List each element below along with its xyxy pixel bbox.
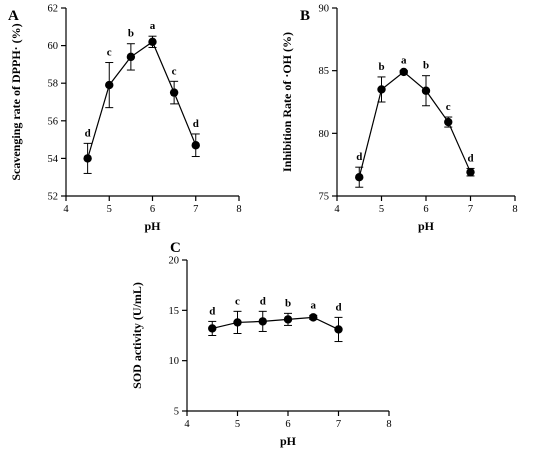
significance-label: d xyxy=(193,118,199,130)
data-point xyxy=(444,117,453,127)
panel-letter: C xyxy=(170,240,181,256)
data-point xyxy=(399,67,408,77)
data-point xyxy=(421,86,431,95)
significance-label: b xyxy=(423,60,429,72)
significance-label: b xyxy=(128,28,134,40)
series-line xyxy=(212,316,339,331)
panel-letter: A xyxy=(8,8,19,24)
x-tick-label: 8 xyxy=(386,419,391,430)
data-point xyxy=(258,317,267,326)
y-tick-label: 62 xyxy=(48,4,59,15)
y-tick-label: 80 xyxy=(319,129,330,140)
significance-label: c xyxy=(446,101,451,113)
x-axis-title: pH xyxy=(418,219,435,233)
x-tick-label: 5 xyxy=(379,204,384,215)
y-tick-label: 56 xyxy=(48,116,59,127)
x-tick-label: 4 xyxy=(184,419,190,430)
series-line xyxy=(87,40,197,159)
significance-label: d xyxy=(467,152,473,164)
significance-label: b xyxy=(378,61,384,73)
x-tick-label: 7 xyxy=(193,204,198,215)
significance-label: c xyxy=(172,65,177,77)
significance-label: d xyxy=(260,295,266,307)
x-tick-label: 5 xyxy=(235,419,240,430)
data-point xyxy=(148,37,157,47)
data-point xyxy=(105,80,114,90)
y-axis-title: Inhibition Rate of ·OH (%) xyxy=(280,32,294,172)
y-tick-label: 75 xyxy=(319,192,330,203)
data-point xyxy=(377,85,386,94)
y-tick-label: 15 xyxy=(169,306,180,317)
x-tick-label: 6 xyxy=(285,419,290,430)
significance-label: a xyxy=(311,299,317,311)
x-axis-title: pH xyxy=(280,434,297,448)
y-tick-label: 20 xyxy=(169,256,180,267)
significance-label: d xyxy=(85,127,91,139)
series-line xyxy=(358,71,472,178)
data-point xyxy=(309,313,318,322)
x-tick-label: 8 xyxy=(236,204,241,215)
significance-label: a xyxy=(401,55,407,67)
data-point xyxy=(83,154,92,163)
x-tick-label: 4 xyxy=(63,204,69,215)
significance-label: b xyxy=(285,297,291,309)
y-tick-label: 58 xyxy=(48,79,59,90)
x-tick-label: 7 xyxy=(468,204,473,215)
y-tick-label: 60 xyxy=(48,41,59,52)
data-point xyxy=(169,88,179,97)
data-point xyxy=(334,325,343,334)
x-tick-label: 6 xyxy=(150,204,155,215)
data-point xyxy=(233,318,242,327)
data-point xyxy=(191,141,200,150)
data-point xyxy=(126,52,136,62)
x-axis-title: pH xyxy=(144,219,161,233)
x-tick-label: 4 xyxy=(334,204,340,215)
data-point xyxy=(283,315,293,324)
panel-letter: B xyxy=(300,8,310,24)
x-tick-label: 5 xyxy=(107,204,112,215)
x-tick-label: 7 xyxy=(336,419,341,430)
data-point xyxy=(355,173,364,182)
significance-label: c xyxy=(107,47,112,59)
y-tick-label: 10 xyxy=(169,356,180,367)
y-axis-title: Scavenging rate of DPPH· (%) xyxy=(9,23,23,180)
chart-panel-b: B 4 5 6 7 8 75 80 85 90 pH Inhibition Rate of ·OH (… xyxy=(280,4,518,234)
significance-label: c xyxy=(235,295,240,307)
data-point xyxy=(466,167,475,177)
significance-label: d xyxy=(335,301,341,313)
y-tick-label: 90 xyxy=(319,4,330,15)
data-point xyxy=(208,324,217,333)
x-tick-label: 8 xyxy=(512,204,517,215)
y-tick-label: 85 xyxy=(319,66,330,77)
y-tick-label: 52 xyxy=(48,192,59,203)
x-tick-label: 6 xyxy=(423,204,428,215)
significance-label: d xyxy=(209,305,215,317)
significance-label: d xyxy=(356,151,362,163)
y-tick-label: 54 xyxy=(48,154,59,165)
significance-label: a xyxy=(150,20,156,32)
y-tick-label: 5 xyxy=(174,407,179,418)
y-axis-title: SOD activity (U/mL) xyxy=(130,282,144,389)
